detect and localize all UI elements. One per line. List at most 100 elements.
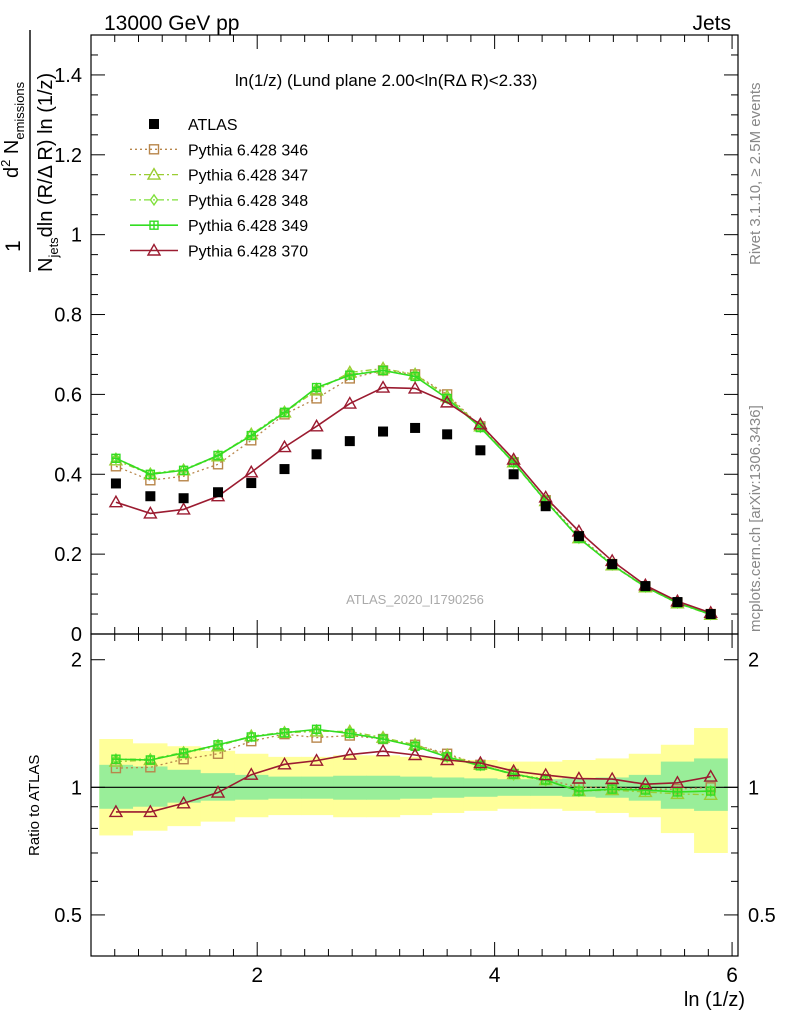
ratio-point: [375, 743, 391, 757]
ratio-point: [607, 782, 617, 796]
series-p348: [111, 364, 716, 621]
svg-text:1: 1: [2, 240, 25, 252]
y-tick-label: 0.4: [54, 464, 82, 486]
legend-label: ATLAS: [188, 117, 238, 134]
uncertainty-band-inner: [694, 758, 728, 811]
series-p346: [110, 365, 716, 620]
series-point: [176, 501, 191, 515]
y-tick-label: 0.6: [54, 384, 82, 406]
ratio-point: [574, 784, 584, 798]
plot-frame: [90, 633, 739, 957]
legend-marker: [146, 243, 162, 256]
legend-label: Pythia 6.428 348: [188, 193, 308, 210]
series-point: [145, 469, 156, 479]
data-point: [442, 429, 453, 440]
svg-text:Njetsdln (R/Δ R) ln (1/z): Njetsdln (R/Δ R) ln (1/z): [35, 73, 61, 272]
ratio-point: [607, 784, 617, 794]
ratio-line: [115, 750, 711, 813]
legend-marker: [146, 167, 162, 180]
y-tick-label: 0.8: [54, 305, 82, 327]
ratio-point: [670, 775, 685, 788]
ratio-point: [706, 784, 716, 798]
plot-title: ln(1/z) (Lund plane 2.00<ln(RΔ R)<2.33): [235, 71, 537, 90]
data-point: [344, 436, 355, 447]
analysis-id: ATLAS_2020_I1790256: [346, 592, 484, 607]
legend: ATLAS Pythia 6.428 346 Pythia 6.428 347 Pyt…: [130, 117, 308, 261]
series-point: [213, 450, 223, 461]
series-line: [115, 386, 711, 614]
ratio-point: [574, 786, 584, 796]
ratio-point: [407, 747, 423, 761]
data-point: [110, 478, 121, 489]
series-point: [506, 452, 521, 465]
legend-item: Pythia 6.428 370: [130, 243, 308, 261]
data-point: [378, 426, 389, 437]
ratio-point: [111, 752, 121, 766]
y-tick-label: 1.2: [54, 145, 82, 167]
series-point: [111, 452, 121, 465]
series-line: [115, 369, 711, 616]
data-point: [410, 422, 421, 433]
ratio-point: [309, 753, 324, 766]
ratio-panel: 2 4 6 0.5 0.5 1 1 2 2: [54, 633, 776, 987]
ratio-y-tick-label-right: 0.5: [748, 905, 776, 927]
ratio-point: [442, 750, 452, 764]
ratio-point: [345, 728, 355, 739]
legend-marker: [148, 144, 160, 155]
series-atlas: [110, 422, 716, 620]
x-tick-label: 6: [726, 964, 738, 987]
series-point: [342, 396, 358, 409]
ratio-point: [213, 738, 223, 752]
ratio-y-tick-label: 0.5: [54, 905, 82, 927]
series-point: [439, 394, 455, 408]
series-line: [115, 367, 711, 616]
ratio-point: [506, 763, 521, 777]
ratio-y-tick-label-right: 2: [748, 650, 759, 672]
legend-item: ATLAS: [149, 117, 238, 134]
legend-label: Pythia 6.428 346: [188, 142, 308, 159]
ratio-y-tick-label: 1: [71, 777, 82, 799]
ratio-y-tick-label: 2: [71, 650, 82, 672]
rivet-version-label: Rivet 3.1.10, ≥ 2.5M events: [747, 83, 764, 266]
data-point: [279, 464, 290, 475]
ratio-point: [312, 723, 321, 737]
series-point: [277, 439, 292, 453]
y-tick-label: 0: [71, 624, 82, 646]
ratio-y-axis-title: Ratio to ATLAS: [26, 755, 43, 856]
data-point: [178, 493, 189, 504]
ratio-point: [378, 734, 388, 744]
legend-item: Pythia 6.428 347: [130, 167, 308, 185]
series-point: [143, 505, 158, 519]
ratio-point: [143, 804, 158, 818]
ratio-series-p370: [108, 743, 718, 818]
legend-marker: [149, 220, 159, 230]
category-label: Jets: [692, 12, 731, 35]
ratio-point: [638, 776, 653, 790]
data-point: [475, 445, 486, 456]
ratio-point: [178, 748, 189, 758]
ratio-point: [311, 724, 322, 735]
ratio-point: [210, 785, 226, 798]
ratio-point: [604, 771, 620, 785]
y-tick-label: 0.2: [54, 544, 82, 566]
legend-label: Pythia 6.428 347: [188, 168, 308, 185]
ratio-point: [246, 732, 256, 742]
ratio-point: [640, 785, 651, 795]
ratio-point: [538, 767, 553, 781]
series-point: [410, 371, 420, 382]
series-point: [345, 370, 355, 380]
ratio-point: [673, 785, 682, 799]
ratio-point: [571, 771, 587, 784]
ratio-point: [473, 755, 488, 769]
data-point: [246, 478, 257, 489]
ratio-point: [672, 787, 683, 797]
series-point: [244, 464, 259, 478]
y-tick-label: 1: [71, 225, 82, 247]
series-line: [115, 369, 711, 616]
data-point: [607, 559, 618, 570]
ratio-point: [176, 795, 191, 809]
ratio-point: [244, 767, 259, 780]
ratio-point: [111, 754, 121, 764]
ratio-point: [705, 786, 716, 796]
ratio-point: [410, 740, 420, 753]
